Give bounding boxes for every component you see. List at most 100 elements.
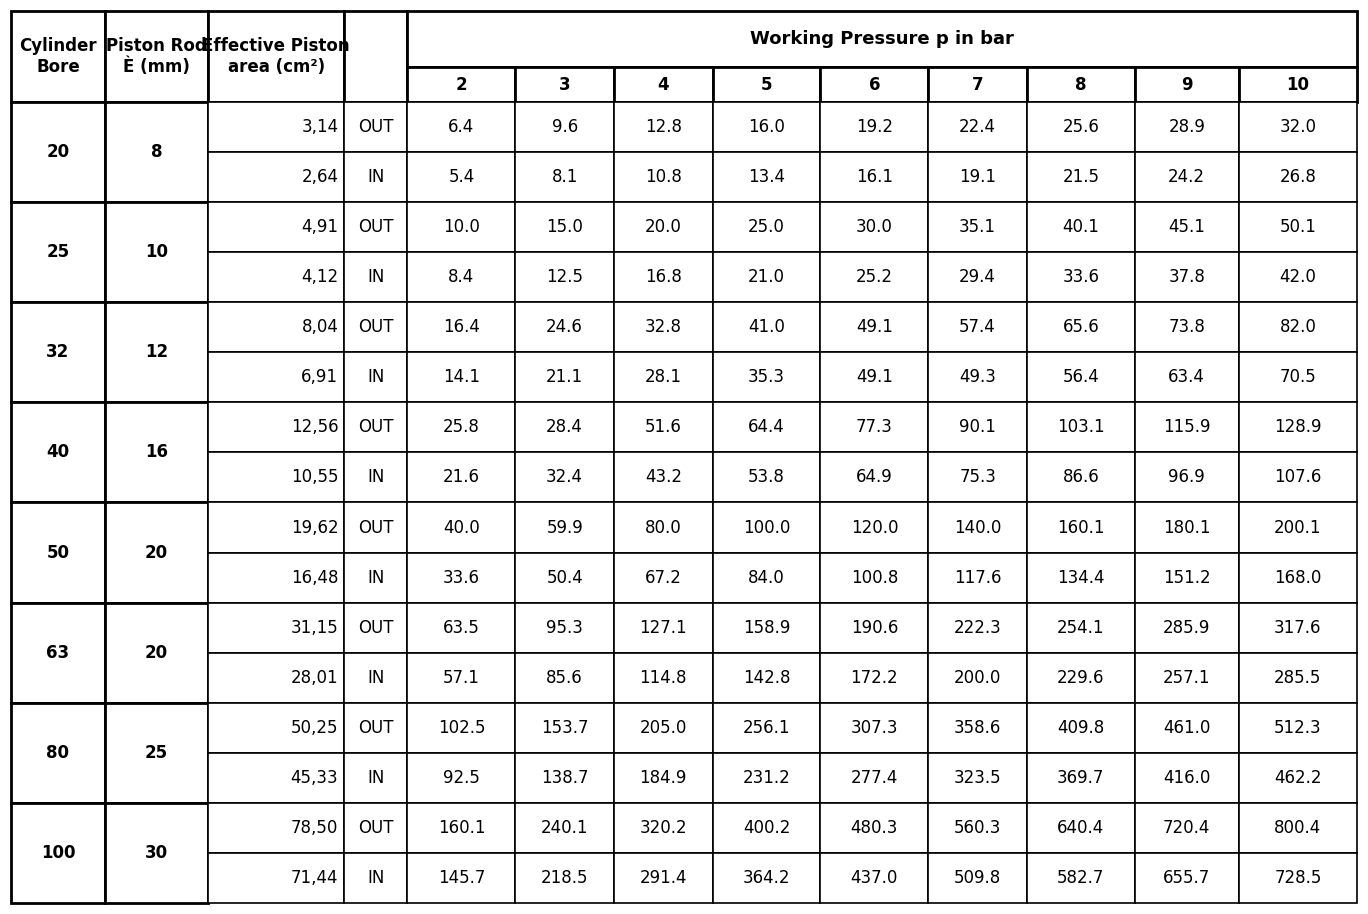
Text: 16,48: 16,48 <box>291 569 338 587</box>
Text: 25.6: 25.6 <box>1063 118 1100 136</box>
Text: 63: 63 <box>47 643 70 662</box>
Bar <box>821 352 929 402</box>
Text: 28.9: 28.9 <box>1168 118 1205 136</box>
Text: 49.1: 49.1 <box>856 318 893 336</box>
Bar <box>929 653 1027 703</box>
Text: 560.3: 560.3 <box>953 819 1001 837</box>
Bar <box>408 252 516 303</box>
Bar <box>1238 152 1357 202</box>
Bar <box>408 202 516 252</box>
Bar <box>614 653 713 703</box>
Bar <box>1238 452 1357 503</box>
Text: OUT: OUT <box>358 718 394 737</box>
Text: 35.3: 35.3 <box>748 368 785 387</box>
Bar <box>1027 252 1135 303</box>
Bar <box>408 602 516 653</box>
Bar <box>345 102 408 152</box>
Bar <box>408 553 516 602</box>
Text: 20: 20 <box>145 544 168 561</box>
Text: 12.8: 12.8 <box>644 118 681 136</box>
Bar <box>929 102 1027 152</box>
Bar <box>11 602 105 703</box>
Text: 358.6: 358.6 <box>953 718 1001 737</box>
Bar <box>614 802 713 853</box>
Bar <box>1135 452 1238 503</box>
Text: 117.6: 117.6 <box>953 569 1001 587</box>
Bar <box>208 11 345 101</box>
Text: OUT: OUT <box>358 419 394 436</box>
Bar <box>821 753 929 802</box>
Text: 200.0: 200.0 <box>953 669 1001 686</box>
Bar <box>208 753 345 802</box>
Bar <box>208 853 345 903</box>
Text: Effective Piston
area (cm²): Effective Piston area (cm²) <box>202 37 350 76</box>
Bar <box>1135 303 1238 352</box>
Bar <box>1027 753 1135 802</box>
Text: 8.4: 8.4 <box>449 268 475 286</box>
Text: 96.9: 96.9 <box>1168 469 1205 486</box>
Text: 25.8: 25.8 <box>443 419 480 436</box>
Bar <box>208 452 345 503</box>
Bar <box>11 11 105 101</box>
Bar <box>208 602 345 653</box>
Bar <box>1135 402 1238 452</box>
Text: 70.5: 70.5 <box>1279 368 1316 387</box>
Text: 35.1: 35.1 <box>959 218 996 236</box>
Bar <box>1135 602 1238 653</box>
Bar <box>1027 452 1135 503</box>
Text: OUT: OUT <box>358 318 394 336</box>
Bar <box>1027 152 1135 202</box>
Text: 151.2: 151.2 <box>1163 569 1211 587</box>
Text: 168.0: 168.0 <box>1274 569 1321 587</box>
Bar <box>1135 352 1238 402</box>
Bar <box>1027 202 1135 252</box>
Bar <box>614 503 713 553</box>
Bar <box>408 152 516 202</box>
Bar <box>713 853 821 903</box>
Text: 24.6: 24.6 <box>546 318 583 336</box>
Text: 45,33: 45,33 <box>291 769 338 787</box>
Text: 142.8: 142.8 <box>743 669 791 686</box>
Bar <box>614 402 713 452</box>
Bar <box>713 503 821 553</box>
Bar <box>713 402 821 452</box>
Bar <box>713 703 821 753</box>
Text: 50.4: 50.4 <box>546 569 583 587</box>
Bar <box>345 252 408 303</box>
Bar <box>345 853 408 903</box>
Text: 100.0: 100.0 <box>743 518 791 537</box>
Bar <box>11 202 105 303</box>
Bar <box>614 68 713 101</box>
Bar <box>345 152 408 202</box>
Bar <box>408 303 516 352</box>
Text: 14.1: 14.1 <box>443 368 480 387</box>
Text: 6: 6 <box>869 76 880 93</box>
Text: 120.0: 120.0 <box>851 518 899 537</box>
Bar <box>821 152 929 202</box>
Text: 317.6: 317.6 <box>1274 619 1321 637</box>
Text: Piston Rod
È (mm): Piston Rod È (mm) <box>107 37 207 76</box>
Text: IN: IN <box>367 569 384 587</box>
Text: 75.3: 75.3 <box>959 469 996 486</box>
Text: 33.6: 33.6 <box>1063 268 1100 286</box>
Bar <box>1238 202 1357 252</box>
Text: 307.3: 307.3 <box>851 718 899 737</box>
Bar <box>516 202 614 252</box>
Bar <box>408 653 516 703</box>
Text: 190.6: 190.6 <box>851 619 897 637</box>
Bar <box>516 303 614 352</box>
Bar <box>713 202 821 252</box>
Bar <box>929 152 1027 202</box>
Bar <box>929 402 1027 452</box>
Text: 64.9: 64.9 <box>856 469 893 486</box>
Text: OUT: OUT <box>358 619 394 637</box>
Text: 45.1: 45.1 <box>1168 218 1205 236</box>
Text: 2,64: 2,64 <box>301 168 338 186</box>
Bar <box>11 802 105 903</box>
Bar <box>1027 352 1135 402</box>
Text: 462.2: 462.2 <box>1274 769 1321 787</box>
Text: 7: 7 <box>971 76 984 93</box>
Text: 21.0: 21.0 <box>748 268 785 286</box>
Text: 107.6: 107.6 <box>1274 469 1321 486</box>
Bar <box>614 753 713 802</box>
